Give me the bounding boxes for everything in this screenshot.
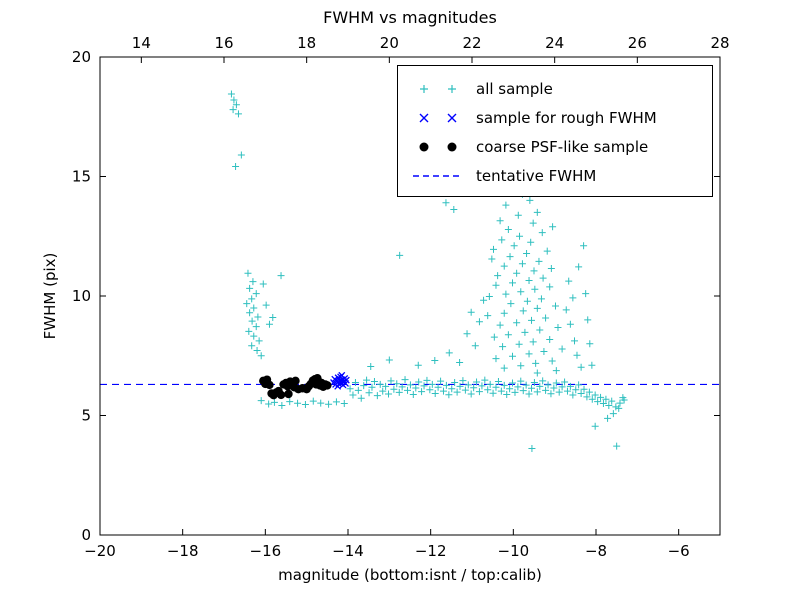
legend-item-all-sample: all sample [410,74,712,103]
svg-text:22: 22 [462,34,481,52]
svg-text:15: 15 [72,168,91,186]
svg-text:10: 10 [72,287,91,305]
legend-label: sample for rough FWHM [476,108,657,127]
x-markers-icon [410,109,466,127]
circle-markers-icon [410,138,466,156]
svg-text:20: 20 [380,34,399,52]
svg-text:26: 26 [628,34,647,52]
plus-markers-icon [410,80,466,98]
x-axis-label: magnitude (bottom:isnt / top:calib) [278,566,542,584]
legend-label: all sample [476,79,553,98]
svg-text:5: 5 [81,407,91,425]
svg-text:−18: −18 [167,542,199,560]
svg-text:−8: −8 [585,542,607,560]
svg-text:28: 28 [710,34,729,52]
svg-text:−14: −14 [332,542,364,560]
legend: all sample sample for rough FWHM coarse … [397,65,713,197]
svg-text:−20: −20 [84,542,116,560]
svg-text:−6: −6 [668,542,690,560]
legend-item-psf-like-sample: coarse PSF-like sample [410,132,712,161]
svg-text:−10: −10 [498,542,530,560]
svg-text:18: 18 [297,34,316,52]
dashed-line-icon [410,167,466,185]
svg-text:20: 20 [72,48,91,66]
legend-item-tentative-fwhm: tentative FWHM [410,161,712,190]
chart-title: FWHM vs magnitudes [323,8,497,27]
svg-text:14: 14 [132,34,151,52]
y-axis-label: FWHM (pix) [41,252,59,340]
svg-text:24: 24 [545,34,564,52]
svg-text:−12: −12 [415,542,447,560]
svg-text:0: 0 [81,526,91,544]
legend-label: coarse PSF-like sample [476,137,649,156]
svg-text:16: 16 [214,34,233,52]
svg-text:−16: −16 [250,542,282,560]
legend-label: tentative FWHM [476,166,597,185]
legend-item-rough-fwhm-sample: sample for rough FWHM [410,103,712,132]
